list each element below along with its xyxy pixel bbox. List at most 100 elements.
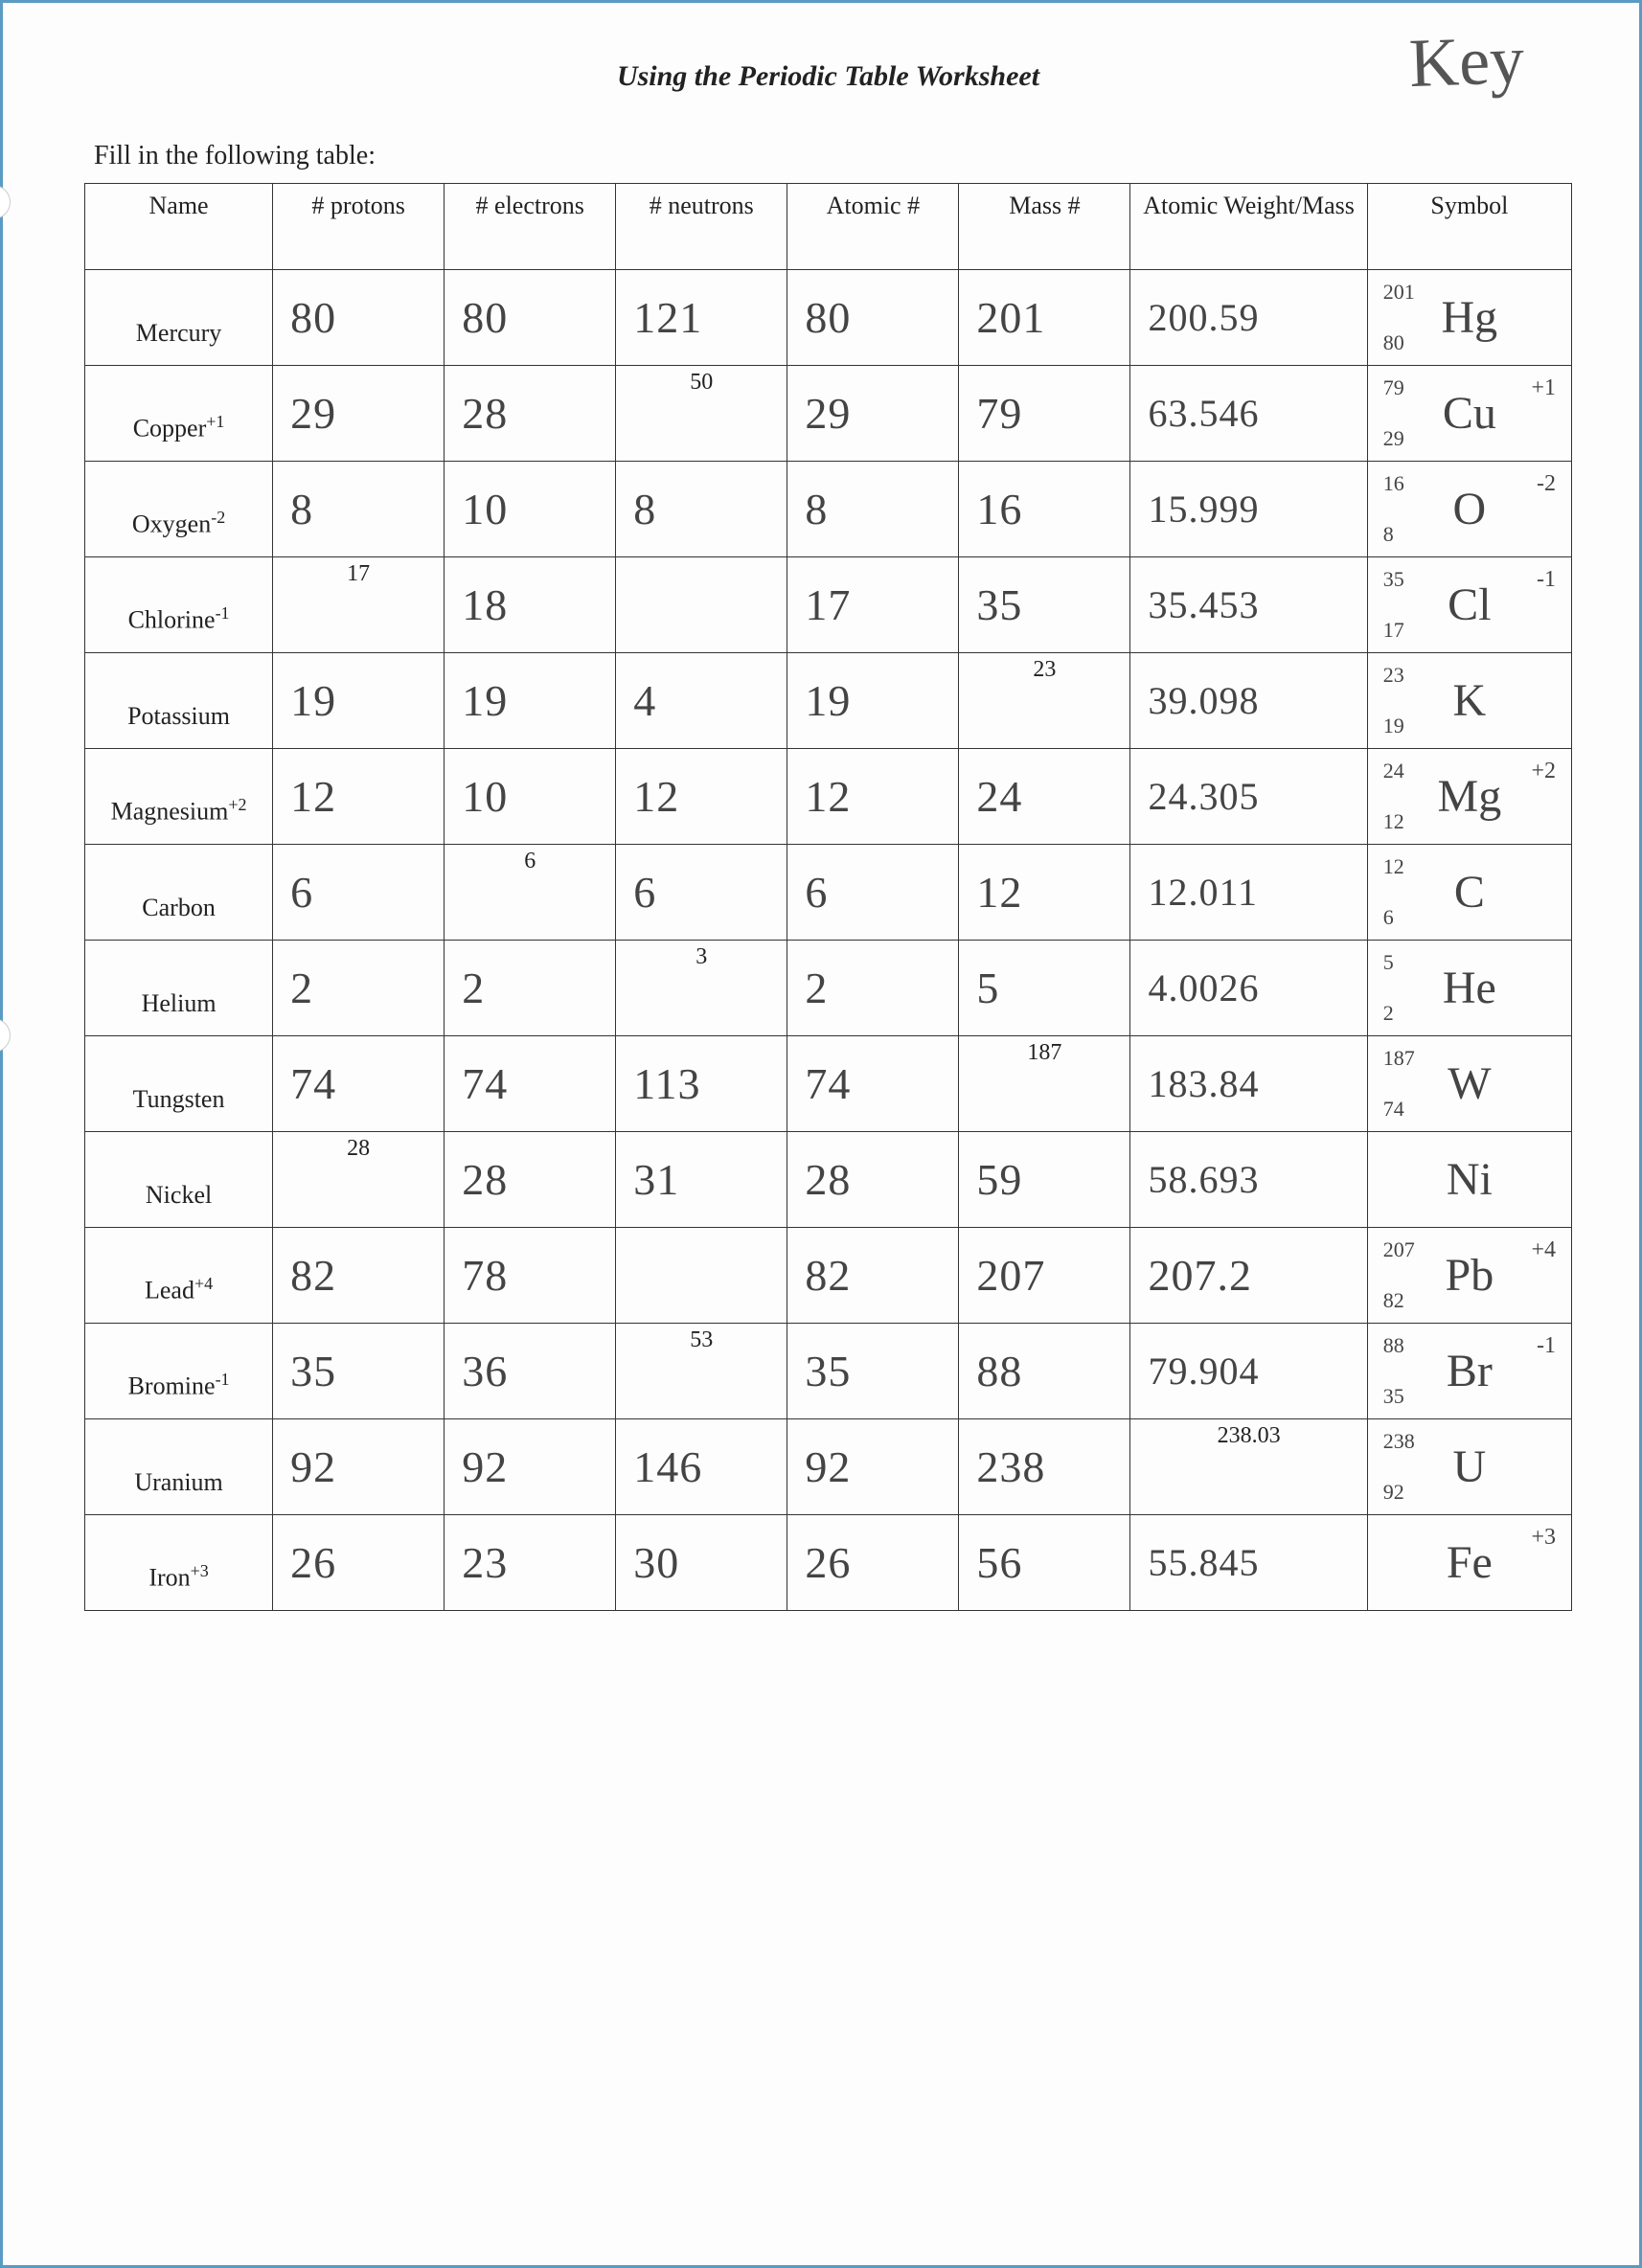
mass-number: 23 [1383,663,1404,688]
cell-mass: 24 [959,749,1130,845]
cell-protons-value: 6 [279,871,438,915]
atomic-number: 29 [1383,426,1404,451]
cell-neutrons-given: 53 [616,1327,787,1353]
cell-atomic-value: 2 [793,966,952,1010]
cell-atomic-value: 92 [793,1445,952,1489]
cell-electrons: 23 [445,1515,616,1611]
cell-atomic-value: 26 [793,1541,952,1585]
mass-number: 12 [1383,854,1404,879]
cell-weight-value: 12.011 [1136,873,1360,912]
table-row: Magnesium+2121012122424.3052412Mg+2 [85,749,1572,845]
cell-protons: 35 [273,1324,445,1419]
isotope-symbol: 168O-2 [1374,465,1565,553]
cell-mass-given: 187 [959,1040,1129,1066]
cell-weight-value: 207.2 [1136,1254,1360,1298]
atomic-number: 74 [1383,1097,1404,1122]
cell-atomic: 74 [787,1036,959,1132]
cell-neutrons: 146 [616,1419,787,1515]
cell-mass-value: 24 [965,775,1124,819]
cell-electrons-given: 6 [445,849,615,874]
table-row: Tungsten747411374187183.8418774W [85,1036,1572,1132]
cell-neutrons-value: 121 [622,296,781,340]
cell-mass: 23 [959,653,1130,749]
cell-electrons-value: 74 [450,1062,609,1106]
cell-weight: 207.2 [1130,1228,1367,1324]
cell-neutrons-given: 3 [616,944,787,970]
cell-electrons-value: 10 [450,488,609,532]
cell-atomic: 2 [787,941,959,1036]
cell-symbol: 20782Pb+4 [1367,1228,1571,1324]
col-symbol: Symbol [1367,184,1571,270]
charge: +1 [1531,375,1556,401]
cell-atomic: 28 [787,1132,959,1228]
cell-weight: 24.305 [1130,749,1367,845]
element-name: Nickel [91,1181,266,1210]
charge: +2 [1531,759,1556,784]
cell-protons-value: 92 [279,1445,438,1489]
cell-electrons: 92 [445,1419,616,1515]
hole-punch [0,185,11,219]
charge: -1 [1537,567,1556,593]
col-name: Name [85,184,273,270]
cell-weight-given: 238.03 [1130,1423,1366,1449]
cell-mass-value: 207 [965,1254,1124,1298]
cell-atomic: 6 [787,845,959,941]
cell-atomic: 80 [787,270,959,366]
cell-neutrons-value: 146 [622,1445,781,1489]
cell-symbol: 18774W [1367,1036,1571,1132]
atomic-number: 80 [1383,330,1404,355]
isotope-symbol: Ni [1374,1136,1565,1223]
cell-weight: 55.845 [1130,1515,1367,1611]
isotope-symbol: 7929Cu+1 [1374,370,1565,457]
cell-mass: 5 [959,941,1130,1036]
cell-mass-value: 59 [965,1158,1124,1202]
element-symbol: U [1453,1444,1487,1490]
cell-weight-value: 39.098 [1136,682,1360,720]
isotope-symbol: 3517Cl-1 [1374,561,1565,648]
cell-mass-value: 35 [965,583,1124,627]
cell-neutrons-given: 50 [616,370,787,396]
atomic-number: 8 [1383,522,1394,547]
cell-protons-value: 74 [279,1062,438,1106]
charge: -1 [1537,1333,1556,1359]
worksheet-page: Key Using the Periodic Table Worksheet F… [0,0,1642,2268]
isotope-symbol: 2412Mg+2 [1374,753,1565,840]
cell-protons: 80 [273,270,445,366]
cell-weight-value: 183.84 [1136,1065,1360,1103]
table-row: Carbon66661212.011126C [85,845,1572,941]
element-name: Lead+4 [91,1274,266,1305]
cell-weight-value: 79.904 [1136,1352,1360,1391]
isotope-symbol: 126C [1374,849,1565,936]
cell-atomic-value: 8 [793,488,952,532]
cell-mass: 207 [959,1228,1130,1324]
cell-protons: 19 [273,653,445,749]
cell-electrons: 28 [445,366,616,462]
element-symbol: W [1448,1061,1491,1107]
cell-atomic-value: 35 [793,1349,952,1394]
cell-electrons-value: 92 [450,1445,609,1489]
cell-protons-value: 26 [279,1541,438,1585]
cell-mass-value: 12 [965,871,1124,915]
cell-protons: 28 [273,1132,445,1228]
cell-weight: 35.453 [1130,557,1367,653]
table-row: Chlorine-11718173535.4533517Cl-1 [85,557,1572,653]
cell-atomic: 29 [787,366,959,462]
cell-electrons-value: 28 [450,1158,609,1202]
cell-name: Magnesium+2 [85,749,273,845]
element-name: Iron+3 [91,1561,266,1593]
cell-atomic-value: 28 [793,1158,952,1202]
element-name: Tungsten [91,1085,266,1114]
cell-symbol: 2412Mg+2 [1367,749,1571,845]
cell-electrons-value: 2 [450,966,609,1010]
cell-weight: 200.59 [1130,270,1367,366]
cell-electrons-value: 78 [450,1254,609,1298]
element-symbol: Fe [1447,1540,1493,1586]
cell-protons-value: 19 [279,679,438,723]
cell-protons: 82 [273,1228,445,1324]
cell-electrons: 6 [445,845,616,941]
cell-mass-given: 23 [959,657,1129,683]
cell-electrons-value: 23 [450,1541,609,1585]
isotope-symbol: 18774W [1374,1040,1565,1127]
atomic-number: 6 [1383,905,1394,930]
col-atomic: Atomic # [787,184,959,270]
